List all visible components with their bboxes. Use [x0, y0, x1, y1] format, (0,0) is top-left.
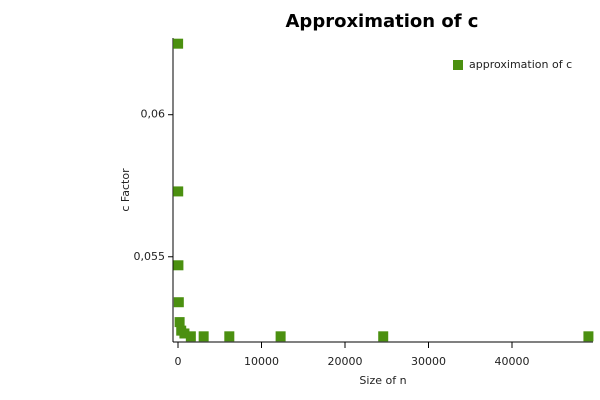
x-tick-label: 40000: [495, 355, 530, 368]
point: [173, 260, 184, 271]
point: [174, 317, 185, 328]
point: [185, 331, 196, 342]
point: [173, 38, 184, 49]
point: [198, 331, 209, 342]
x-tick-label: 20000: [328, 355, 363, 368]
point: [179, 328, 190, 339]
point: [224, 331, 235, 342]
x-tick-label: 10000: [244, 355, 279, 368]
y-axis-label: c Factor: [119, 168, 132, 212]
x-axis-label: Size of n: [359, 374, 406, 387]
x-tick-label: 0: [175, 355, 182, 368]
chart-title: Approximation of c: [286, 11, 479, 32]
point: [583, 331, 594, 342]
legend-label: approximation of c: [469, 58, 572, 71]
point: [173, 186, 184, 197]
legend-swatch: [453, 60, 463, 70]
y-tick-label: 0,055: [134, 250, 166, 263]
point: [378, 331, 389, 342]
point: [275, 331, 286, 342]
y-tick-label: 0,06: [141, 108, 166, 121]
point: [173, 297, 184, 308]
x-tick-label: 30000: [411, 355, 446, 368]
